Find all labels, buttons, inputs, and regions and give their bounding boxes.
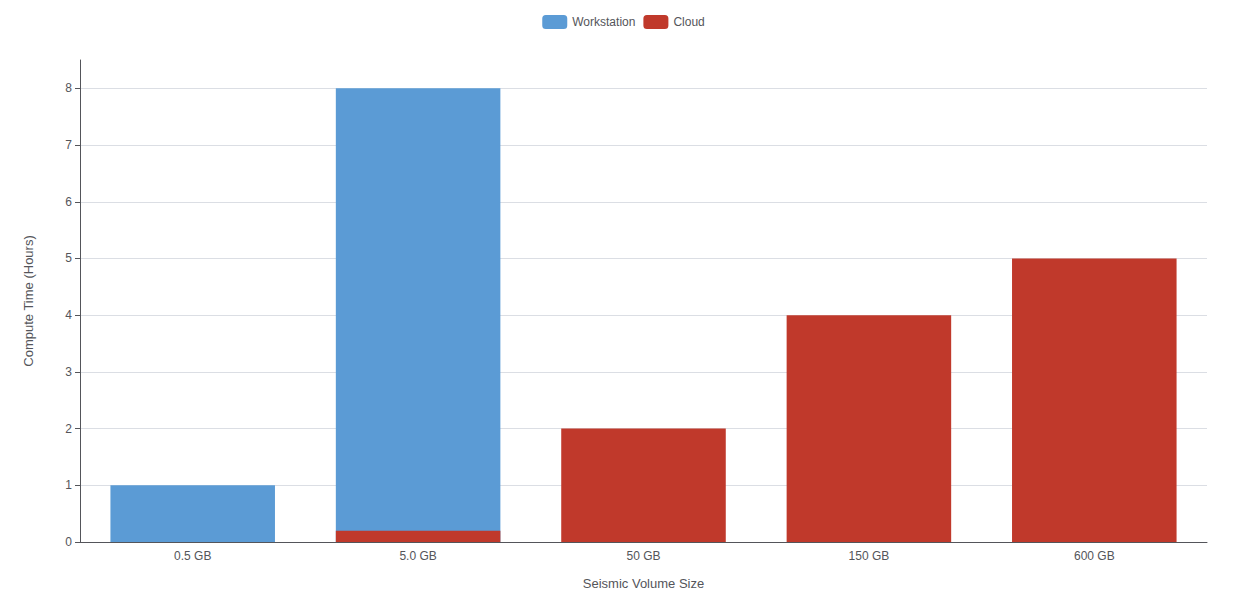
svg-text:1: 1: [65, 478, 72, 492]
svg-text:150 GB: 150 GB: [849, 549, 890, 563]
svg-text:8: 8: [65, 81, 72, 95]
svg-text:6: 6: [65, 195, 72, 209]
svg-text:50 GB: 50 GB: [626, 549, 660, 563]
svg-text:4: 4: [65, 308, 72, 322]
svg-text:600 GB: 600 GB: [1074, 549, 1115, 563]
svg-text:0.5 GB: 0.5 GB: [174, 549, 211, 563]
svg-text:3: 3: [65, 365, 72, 379]
svg-text:7: 7: [65, 138, 72, 152]
svg-text:0: 0: [65, 535, 72, 549]
svg-text:2: 2: [65, 422, 72, 436]
svg-text:Cloud: Cloud: [673, 15, 704, 29]
svg-text:Workstation: Workstation: [572, 15, 635, 29]
svg-text:Compute Time (Hours): Compute Time (Hours): [21, 235, 36, 366]
svg-text:Seismic Volume Size: Seismic Volume Size: [583, 576, 704, 591]
svg-text:5.0 GB: 5.0 GB: [399, 549, 436, 563]
svg-text:5: 5: [65, 251, 72, 265]
